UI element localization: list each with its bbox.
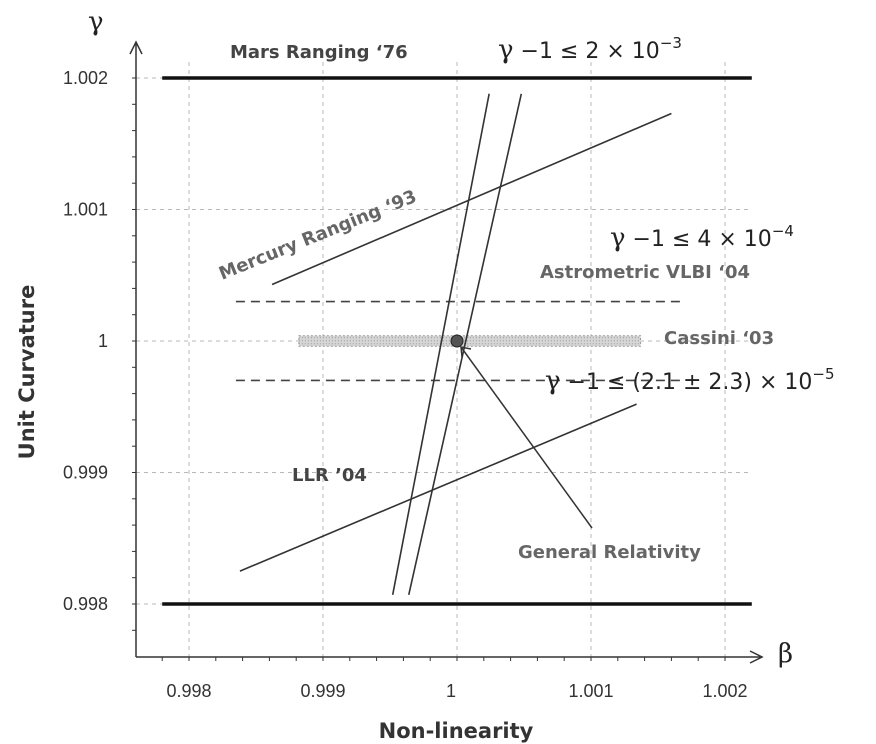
- y-tick-label: 1: [98, 331, 108, 351]
- x-tick-label: 1.001: [568, 681, 613, 701]
- label-llr: LLR ’04: [292, 465, 367, 486]
- label-cassini: Cassini ‘03: [664, 328, 774, 349]
- x-axis-title: Non-linearity: [379, 719, 534, 743]
- y-axis-symbol: γ: [88, 7, 104, 37]
- bound-exponent: −5: [812, 365, 834, 383]
- y-tick-label: 1.002: [63, 68, 108, 88]
- x-axis-symbol: β: [778, 639, 793, 669]
- bound-text: −1 ≤ 2 × 10: [514, 39, 660, 64]
- x-tick-label: 0.998: [166, 681, 211, 701]
- label-astrometric-vlbi: Astrometric VLBI ‘04: [540, 262, 750, 283]
- bound-exponent: −4: [772, 222, 794, 240]
- label-mercury-ranging: Mercury Ranging ‘93: [216, 186, 420, 285]
- bound-text: −1 ≤ 4 × 10: [626, 227, 772, 252]
- label-general-relativity: General Relativity: [518, 542, 701, 563]
- bound-text: −1 ≤ (2.1 ± 2.3) × 10: [561, 370, 813, 395]
- y-tick-label: 0.999: [63, 463, 108, 483]
- annotation-vlbi-bound: γ −1 ≤ 4 × 10−4: [610, 222, 794, 253]
- y-tick-label: 1.001: [63, 200, 108, 220]
- gamma-symbol: γ: [545, 366, 561, 396]
- annotation-cassini-bound: γ −1 ≤ (2.1 ± 2.3) × 10−5: [545, 365, 835, 396]
- general-relativity-point: [451, 335, 463, 347]
- x-tick-label: 1: [446, 681, 456, 701]
- label-mars-ranging: Mars Ranging ‘76: [230, 42, 408, 63]
- bound-exponent: −3: [660, 34, 682, 52]
- axes: [130, 42, 762, 663]
- annotation-mars-bound: γ −1 ≤ 2 × 10−3: [498, 34, 682, 65]
- mercury-ranging-line: [272, 114, 671, 285]
- y-tick-label: 0.998: [63, 594, 108, 614]
- grid: [136, 62, 750, 657]
- x-tick-label: 0.999: [300, 681, 345, 701]
- gamma-symbol: γ: [610, 223, 626, 253]
- x-tick-label: 1.002: [702, 681, 747, 701]
- gamma-symbol: γ: [498, 35, 514, 65]
- y-axis-title: Unit Curvature: [15, 285, 39, 460]
